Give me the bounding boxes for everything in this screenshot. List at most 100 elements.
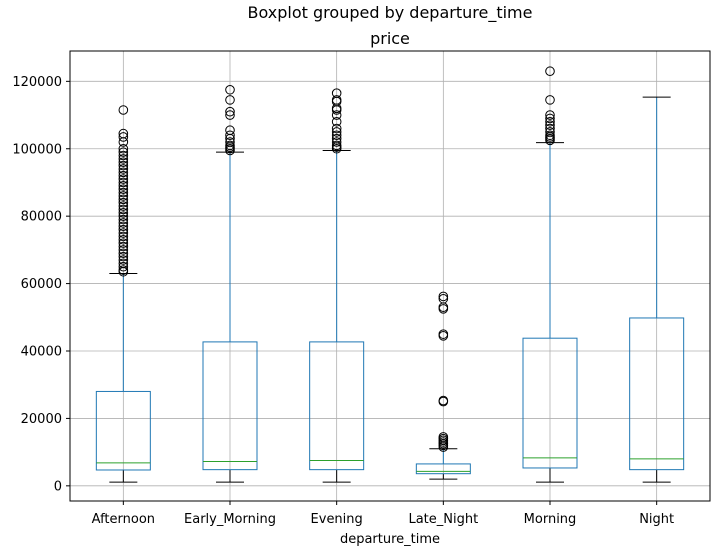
outlier-point [118,228,129,238]
outlier-point [118,207,129,218]
outlier-point [118,218,129,228]
outlier-point [118,194,129,205]
x-axis-label: departure_time [340,532,440,547]
outlier-point [118,177,129,188]
outlier-point [118,143,129,154]
outlier-point [438,291,449,302]
outlier-point [118,255,129,265]
outlier-point [118,157,129,168]
outlier-point [118,187,129,198]
outlier-point [225,95,235,105]
y-tick-label: 100000 [12,142,62,157]
outlier-point [545,110,555,120]
outlier-point [545,130,555,141]
outlier-point [331,110,342,120]
boxes [95,66,685,483]
outlier-point [438,395,449,406]
outlier-point [118,170,129,181]
outlier-point [331,95,342,105]
outlier-point [118,231,129,242]
outlier-point [118,174,129,184]
outlier-point [118,234,129,245]
outlier-point [118,204,129,215]
outlier-point [118,221,129,232]
x-tick-label: Night [639,512,674,527]
outlier-point [118,150,129,161]
outlier-point [118,251,129,262]
outlier-point [118,154,129,164]
outlier-point [118,258,129,269]
y-tick-label: 40000 [21,345,62,360]
outlier-point [331,127,342,137]
outlier-point [118,261,129,272]
outlier-point [118,167,129,178]
iqr-box [629,317,685,471]
outlier-point [331,140,342,151]
outlier-point [225,130,235,141]
outlier-point [225,125,235,136]
outlier-point [225,110,235,120]
outlier-point [331,137,342,147]
outlier-point [545,116,555,127]
outlier-point [118,211,129,221]
outlier-point [118,248,129,259]
x-tick-label: Morning [524,512,577,527]
outlier-point [118,245,129,255]
outlier-point [118,191,129,201]
plot-area-frame [69,50,711,502]
outlier-point [118,214,129,225]
chart-suptitle: Boxplot grouped by departure_time [248,3,533,23]
iqr-box [309,341,365,471]
outlier-point [331,130,342,141]
outlier-point [118,181,129,191]
outlier-point [331,116,342,127]
axis-ticks: 0 20000 40000 60000 80000 100000 120000 Afterno… [12,75,674,527]
outlier-point [118,238,129,248]
outlier-point [545,113,555,124]
outlier-point [225,106,235,117]
outlier-point [118,197,129,208]
outlier-point [225,140,235,151]
box-early-morning [202,84,258,483]
box-morning [522,66,578,483]
outlier-point [331,133,342,144]
iqr-box [95,390,151,471]
outlier-point [438,293,449,304]
x-tick-label: Evening [311,512,363,527]
y-tick-label: 60000 [21,277,62,292]
box-evening [309,88,365,483]
outlier-point [118,105,129,115]
y-tick-label: 80000 [21,210,62,225]
chart-title: price [370,29,410,48]
outlier-point [225,137,235,147]
y-tick-label: 120000 [12,75,62,90]
y-tick-label: 20000 [21,412,62,427]
outlier-point [118,184,129,195]
x-tick-label: Early_Morning [184,512,276,527]
outlier-point [118,265,129,275]
outlier-point [331,123,342,134]
outlier-point [438,329,449,339]
iqr-box [415,463,471,475]
outlier-point [545,95,555,105]
outlier-point [118,201,129,211]
iqr-box [202,341,258,471]
outlier-point [438,432,449,442]
box-afternoon [95,105,151,483]
outlier-point [331,88,342,98]
iqr-box [522,337,578,469]
outlier-point [118,128,129,139]
box-late-night [415,291,471,480]
outlier-point [118,241,129,252]
outlier-point [118,160,129,171]
outlier-point [118,147,129,157]
x-tick-label: Late_Night [408,512,478,527]
outlier-point [545,123,555,134]
outlier-point [118,224,129,235]
grid-lines [70,51,710,501]
y-tick-label: 0 [54,479,62,494]
outlier-point [118,132,129,142]
outlier-point [545,66,555,77]
outlier-point [225,84,235,95]
